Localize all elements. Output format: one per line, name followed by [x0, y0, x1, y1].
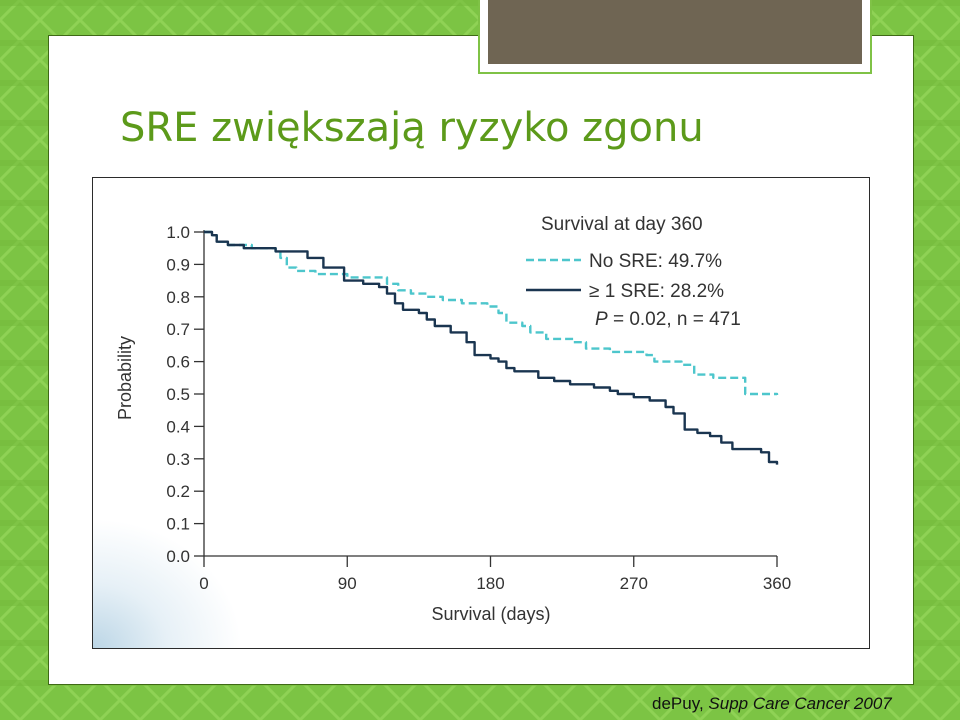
y-tick-label: 1.0 [166, 223, 190, 242]
y-tick-label: 0.8 [166, 288, 190, 307]
citation-journal: Supp Care Cancer 2007 [708, 694, 892, 713]
y-tick-label: 0.5 [166, 385, 190, 404]
y-tick-label: 0.1 [166, 515, 190, 534]
y-tick-label: 0.4 [166, 417, 190, 436]
y-tick-label: 0.0 [166, 547, 190, 566]
y-tick-label: 0.7 [166, 320, 190, 339]
y-axis-label: Probability [115, 336, 135, 420]
p-value-text: = 0.02, n = 471 [608, 309, 741, 330]
legend-label-sre: ≥ 1 SRE: 28.2% [589, 281, 724, 302]
y-tick-label: 0.3 [166, 450, 190, 469]
x-tick-label: 360 [763, 574, 791, 593]
slide-title: SRE zwiększają ryzyko zgonu [120, 105, 704, 151]
title-tab-fill [488, 0, 862, 64]
no-sre-survival-line [204, 230, 779, 396]
y-tick-label: 0.9 [166, 255, 190, 274]
citation-author: dePuy, [652, 694, 704, 713]
p-value-annotation: P = 0.02, n = 471 [595, 309, 741, 330]
x-tick-label: 90 [338, 574, 357, 593]
chart-frame: 0.0 0.1 0.2 0.3 0.4 0.5 0.6 0.7 0.8 0.9 1.0 0 90 180 2… [92, 177, 870, 649]
legend-title: Survival at day 360 [541, 214, 703, 235]
x-tick-label: 0 [199, 574, 208, 593]
x-tick-label: 270 [620, 574, 648, 593]
x-axis-label: Survival (days) [431, 604, 550, 624]
y-tick-label: 0.6 [166, 353, 190, 372]
x-tick-label: 180 [476, 574, 504, 593]
sre-survival-line [204, 230, 779, 465]
survival-chart: 0.0 0.1 0.2 0.3 0.4 0.5 0.6 0.7 0.8 0.9 1.0 0 90 180 2… [115, 214, 791, 624]
legend-label-no-sre: No SRE: 49.7% [589, 251, 722, 272]
title-tab [478, 0, 872, 74]
y-tick-label: 0.2 [166, 482, 190, 501]
chart-corner-glow [93, 518, 243, 648]
p-symbol: P [595, 309, 608, 330]
citation: dePuy, Supp Care Cancer 2007 [652, 692, 892, 716]
